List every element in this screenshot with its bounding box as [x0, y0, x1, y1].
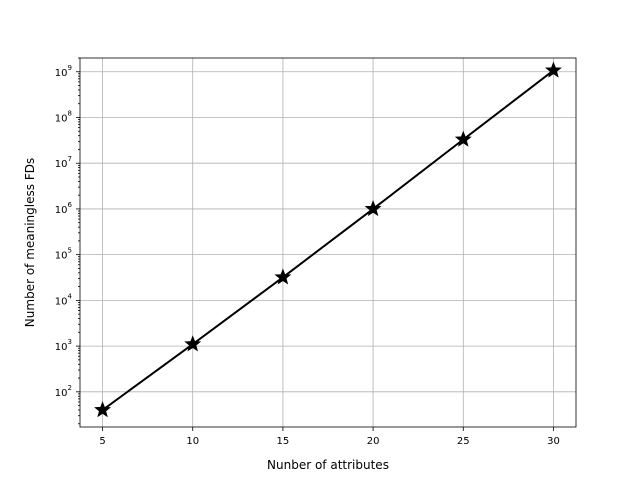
y-axis-label: Number of meaningless FDs [23, 158, 37, 327]
series [94, 61, 562, 418]
star-marker [454, 130, 472, 147]
plot-frame [79, 57, 577, 428]
y-tick-label: 103 [55, 338, 72, 353]
y-tick-label: 109 [55, 64, 72, 79]
x-tick-label: 15 [277, 436, 290, 447]
y-tick-label: 102 [55, 384, 72, 399]
x-tick-label: 20 [367, 436, 380, 447]
y-tick-label: 106 [55, 201, 73, 216]
x-tick-label: 5 [99, 436, 105, 447]
star-marker [274, 268, 292, 285]
star-marker [364, 200, 382, 217]
star-marker [544, 61, 562, 78]
y-tick-label: 105 [55, 247, 72, 262]
x-axis-label: Nunber of attributes [267, 458, 389, 472]
star-marker [184, 335, 202, 352]
x-tick-label: 25 [457, 436, 470, 447]
y-tick-label: 108 [55, 109, 72, 124]
y-tick-label: 107 [55, 155, 72, 170]
x-tick-label: 30 [547, 436, 560, 447]
star-marker [94, 401, 112, 418]
ticks: 5 10 15 20 25 30 102 103 104 105 106 107 108 109 [55, 57, 560, 447]
series-line [101, 69, 555, 411]
y-tick-label: 104 [55, 292, 73, 307]
x-tick-label: 10 [186, 436, 199, 447]
